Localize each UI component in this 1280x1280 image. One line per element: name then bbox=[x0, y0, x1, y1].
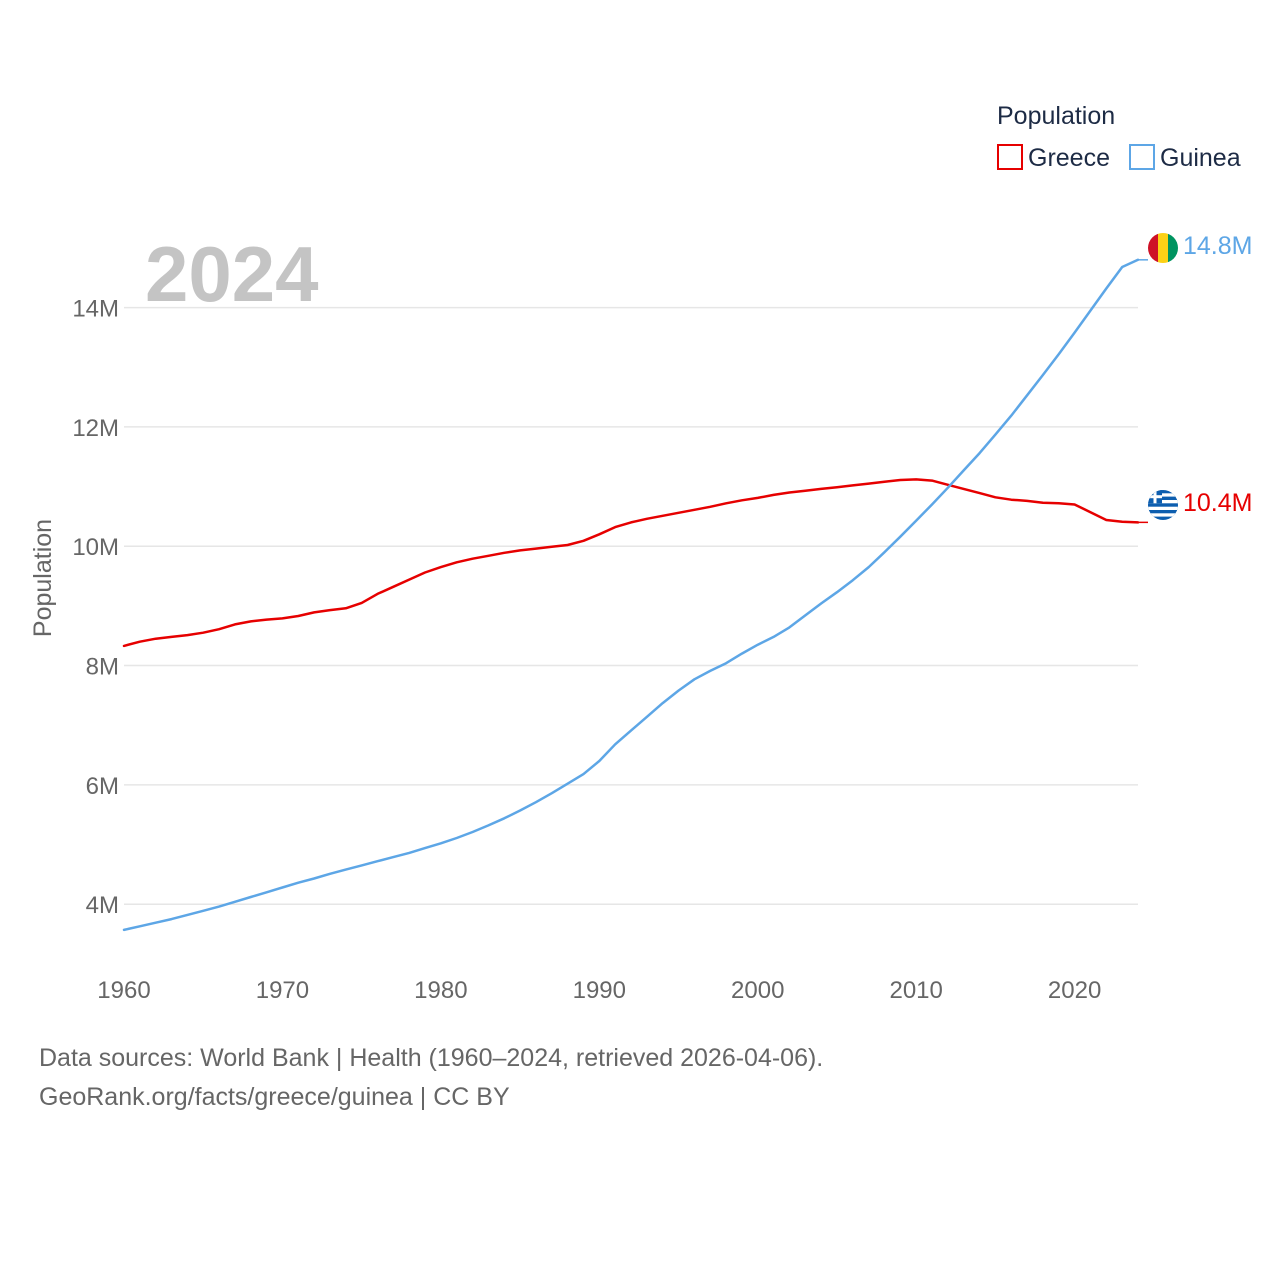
y-tick-label: 14M bbox=[72, 296, 119, 323]
x-tick-label: 1990 bbox=[573, 977, 626, 1004]
x-tick-label: 1960 bbox=[97, 977, 150, 1004]
y-tick-label: 4M bbox=[86, 892, 119, 919]
legend-swatch-greece[interactable] bbox=[997, 144, 1023, 170]
end-label-guinea: 14.8M bbox=[1183, 232, 1252, 260]
x-tick-label: 2000 bbox=[731, 977, 784, 1004]
end-label-greece: 10.4M bbox=[1183, 489, 1252, 517]
legend: Population Greece Guinea bbox=[997, 102, 1241, 172]
series-lines bbox=[122, 258, 1148, 932]
y-tick-label: 8M bbox=[86, 654, 119, 681]
series-line-greece[interactable] bbox=[122, 478, 1140, 648]
y-axis-label: Population bbox=[29, 519, 57, 637]
x-axis-ticks: 1960 1970 1980 1990 2000 2010 2020 bbox=[97, 977, 1101, 1004]
series-line-guinea[interactable] bbox=[122, 258, 1140, 932]
credit-note: GeoRank.org/facts/greece/guinea | CC BY bbox=[39, 1083, 510, 1111]
x-tick-label: 2020 bbox=[1048, 977, 1101, 1004]
x-tick-label: 2010 bbox=[889, 977, 942, 1004]
y-tick-label: 6M bbox=[86, 773, 119, 800]
source-note: Data sources: World Bank | Health (1960–… bbox=[39, 1044, 824, 1072]
x-tick-label: 1980 bbox=[414, 977, 467, 1004]
y-axis-ticks: 4M 6M 8M 10M 12M 14M bbox=[72, 296, 119, 920]
gridlines bbox=[124, 306, 1138, 905]
legend-swatch-guinea[interactable] bbox=[1129, 144, 1155, 170]
legend-label-greece[interactable]: Greece bbox=[1028, 144, 1110, 172]
legend-title: Population bbox=[997, 102, 1115, 130]
year-title: 2024 bbox=[145, 230, 319, 318]
greece-flag-icon bbox=[1148, 490, 1178, 520]
legend-label-guinea[interactable]: Guinea bbox=[1160, 144, 1241, 172]
guinea-flag-icon bbox=[1148, 233, 1178, 263]
x-tick-label: 1970 bbox=[256, 977, 309, 1004]
y-tick-label: 12M bbox=[72, 415, 119, 442]
y-tick-label: 10M bbox=[72, 534, 119, 561]
